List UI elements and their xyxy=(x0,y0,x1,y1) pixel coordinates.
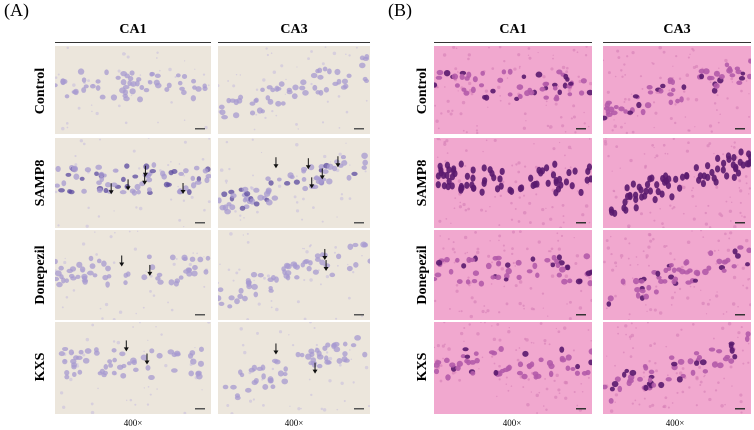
panel-a-ca3-magnification: 400× xyxy=(284,418,304,428)
panel-b-ca1-kxs-micrograph xyxy=(434,322,592,414)
panel-a-row-label-samp8: SAMP8 xyxy=(33,159,48,207)
panel-a-ca3-control-micrograph xyxy=(218,46,370,134)
panel-b-col-ca3-rule xyxy=(603,42,751,43)
panel-b-col-ca3-header: CA3 xyxy=(663,22,691,37)
panel-b-ca3-samp8-micrograph xyxy=(603,138,751,228)
panel-a-row-label-kxs: KXS xyxy=(33,352,48,382)
panel-a-row-label-control: Control xyxy=(33,67,48,115)
panel-b-row-label-samp8: SAMP8 xyxy=(415,159,430,207)
panel-a-label: (A) xyxy=(4,0,29,20)
panel-a-ca3-donepezil-micrograph xyxy=(218,230,370,320)
panel-a-ca1-control-micrograph xyxy=(55,46,211,134)
panel-a-col-ca1-rule xyxy=(55,42,211,43)
panel-a-ca1-kxs-micrograph xyxy=(55,322,211,414)
panel-b-row-label-kxs: KXS xyxy=(415,352,430,382)
panel-b-ca1-donepezil-micrograph xyxy=(434,230,592,320)
panel-b-ca3-magnification: 400× xyxy=(665,418,685,428)
panel-b-ca3-donepezil-micrograph xyxy=(603,230,751,320)
panel-b-row-label-control: Control xyxy=(415,67,430,115)
panel-b-ca1-samp8-micrograph xyxy=(434,138,592,228)
panel-a-ca3-samp8-micrograph xyxy=(218,138,370,228)
panel-a-col-ca3-header: CA3 xyxy=(280,22,308,37)
panel-a-col-ca3-rule xyxy=(218,42,370,43)
panel-b-label: (B) xyxy=(388,0,412,20)
panel-b-col-ca1-header: CA1 xyxy=(499,22,527,37)
panel-b-ca1-control-micrograph xyxy=(434,46,592,134)
panel-a-ca3-kxs-micrograph xyxy=(218,322,370,414)
panel-a-col-ca1-header: CA1 xyxy=(119,22,147,37)
panel-b-ca3-control-micrograph xyxy=(603,46,751,134)
panel-a-row-label-donepezil: Donepezil xyxy=(33,245,48,305)
panel-b-col-ca1-rule xyxy=(434,42,592,43)
panel-a-ca1-samp8-micrograph xyxy=(55,138,211,228)
panel-b-ca1-magnification: 400× xyxy=(502,418,522,428)
panel-a-ca1-magnification: 400× xyxy=(123,418,143,428)
panel-b-ca3-kxs-micrograph xyxy=(603,322,751,414)
panel-b-row-label-donepezil: Donepezil xyxy=(415,245,430,305)
panel-a-ca1-donepezil-micrograph xyxy=(55,230,211,320)
